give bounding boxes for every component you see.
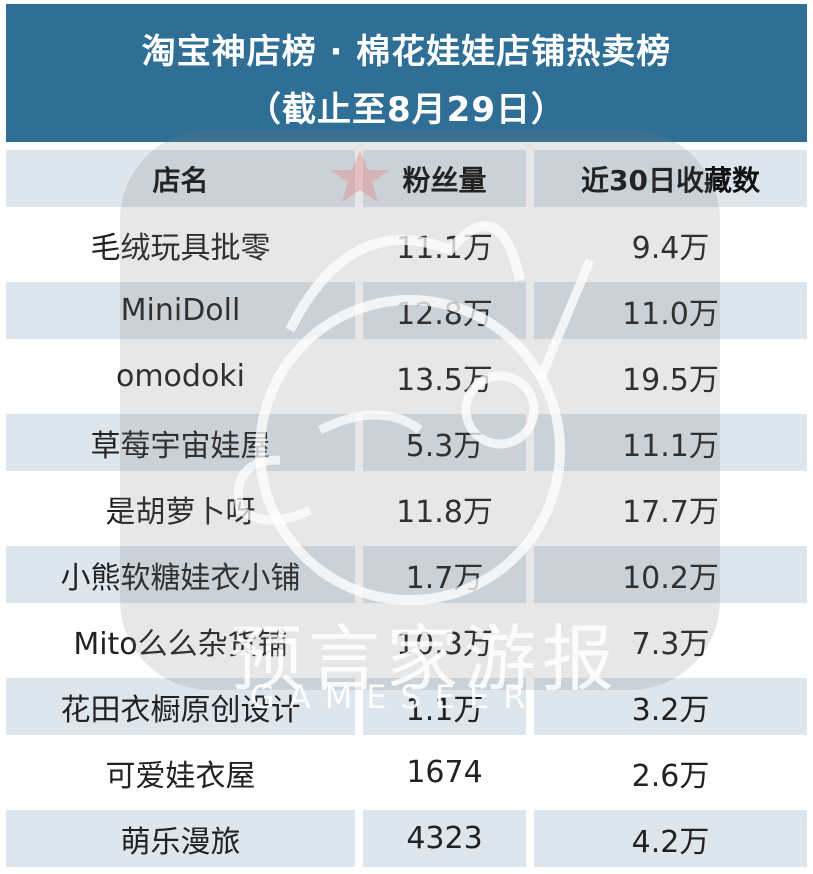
fans-count: 10.3万	[396, 626, 493, 662]
shop-name: 草莓宇宙娃屋	[6, 414, 355, 471]
table-header-row: 店名 粉丝量 近30日收藏数	[6, 150, 807, 207]
page-subtitle: （截止至8月29日）	[247, 90, 566, 130]
column-header-fans: 粉丝量	[363, 150, 526, 207]
fans-count: 11.1万	[396, 230, 493, 266]
fans-count: 13.5万	[396, 362, 493, 398]
table-row: 是胡萝卜呀 11.8万 17.7万	[6, 480, 807, 537]
favorites-count: 11.0万	[534, 282, 807, 339]
shop-name: omodoki	[115, 359, 246, 394]
fans-count: 5.3万	[363, 414, 526, 471]
table-row: omodoki 13.5万 19.5万	[6, 348, 807, 405]
title-banner: 淘宝神店榜 · 棉花娃娃店铺热卖榜 （截止至8月29日）	[6, 4, 807, 142]
fans-count: 12.8万	[363, 282, 526, 339]
shop-name: Mito么么杂货铺	[73, 626, 288, 662]
favorites-count: 2.6万	[631, 758, 710, 794]
table-row: MiniDoll 12.8万 11.0万	[6, 282, 807, 339]
shop-name: 是胡萝卜呀	[105, 494, 256, 530]
table-row: 小熊软糖娃衣小铺 1.7万 10.2万	[6, 546, 807, 603]
page-title: 淘宝神店榜 · 棉花娃娃店铺热卖榜	[141, 32, 672, 72]
shop-name: MiniDoll	[6, 282, 355, 339]
shop-name: 可爱娃衣屋	[105, 758, 256, 794]
favorites-count: 4.2万	[534, 810, 807, 867]
table-row: 花田衣橱原创设计 1.1万 3.2万	[6, 678, 807, 735]
table-row: 萌乐漫旅 4323 4.2万	[6, 810, 807, 867]
fans-count: 11.8万	[396, 494, 493, 530]
favorites-count: 3.2万	[534, 678, 807, 735]
favorites-count: 19.5万	[622, 362, 719, 398]
column-header-shop: 店名	[6, 150, 355, 207]
favorites-count: 7.3万	[631, 626, 710, 662]
column-header-favorites: 近30日收藏数	[534, 150, 807, 207]
shop-name: 花田衣橱原创设计	[6, 678, 355, 735]
fans-count: 4323	[363, 810, 526, 867]
favorites-count: 11.1万	[534, 414, 807, 471]
table-row: 草莓宇宙娃屋 5.3万 11.1万	[6, 414, 807, 471]
table-row: 毛绒玩具批零 11.1万 9.4万	[6, 216, 807, 273]
shop-name: 毛绒玩具批零	[90, 230, 271, 266]
fans-count: 1.1万	[363, 678, 526, 735]
favorites-count: 17.7万	[622, 494, 719, 530]
table-row: 可爱娃衣屋 1674 2.6万	[6, 744, 807, 801]
shop-name: 萌乐漫旅	[6, 810, 355, 867]
fans-count: 1.7万	[363, 546, 526, 603]
favorites-count: 10.2万	[534, 546, 807, 603]
shop-name: 小熊软糖娃衣小铺	[6, 546, 355, 603]
table-row: Mito么么杂货铺 10.3万 7.3万	[6, 612, 807, 669]
fans-count: 1674	[406, 755, 483, 790]
favorites-count: 9.4万	[631, 230, 710, 266]
